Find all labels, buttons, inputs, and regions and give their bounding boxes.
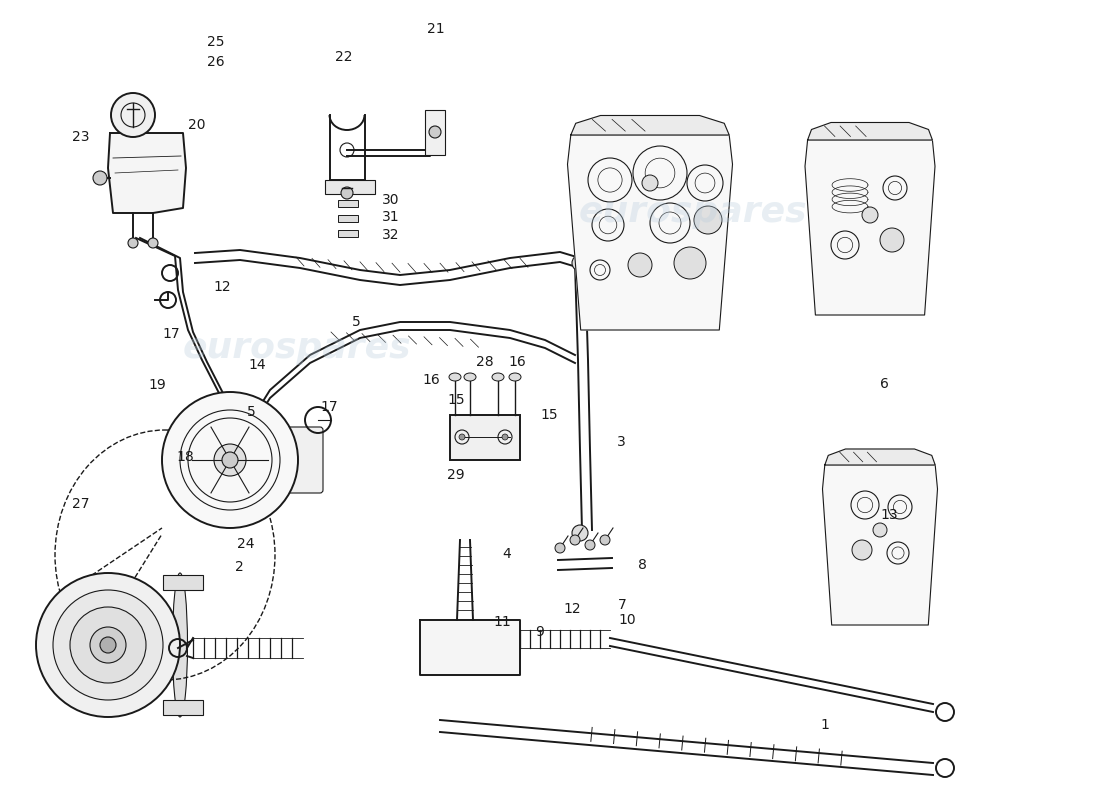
Circle shape (642, 175, 658, 191)
Text: 30: 30 (382, 193, 399, 207)
Text: 15: 15 (447, 393, 464, 407)
Text: 29: 29 (447, 468, 464, 482)
Polygon shape (420, 620, 520, 675)
Polygon shape (568, 135, 733, 330)
FancyBboxPatch shape (272, 427, 323, 493)
Circle shape (852, 540, 872, 560)
Circle shape (628, 253, 652, 277)
Ellipse shape (492, 373, 504, 381)
Circle shape (111, 93, 155, 137)
Circle shape (94, 171, 107, 185)
Text: 8: 8 (638, 558, 647, 572)
Bar (338, 230, 358, 237)
Text: 20: 20 (188, 118, 206, 132)
Circle shape (70, 607, 146, 683)
Text: 14: 14 (248, 358, 265, 372)
Bar (338, 215, 358, 222)
Text: 12: 12 (213, 280, 231, 294)
Text: 11: 11 (493, 615, 510, 629)
Ellipse shape (464, 373, 476, 381)
Circle shape (674, 247, 706, 279)
Text: 31: 31 (382, 210, 399, 224)
Text: 25: 25 (207, 35, 224, 49)
Bar (163, 575, 204, 590)
Text: 28: 28 (476, 355, 494, 369)
Text: 16: 16 (422, 373, 440, 387)
Text: 15: 15 (540, 408, 558, 422)
Circle shape (36, 573, 180, 717)
Polygon shape (825, 449, 935, 465)
Text: 17: 17 (162, 327, 179, 341)
Text: 17: 17 (320, 400, 338, 414)
Ellipse shape (509, 373, 521, 381)
Text: 26: 26 (207, 55, 224, 69)
Text: 27: 27 (72, 497, 89, 511)
Circle shape (862, 207, 878, 223)
Polygon shape (807, 122, 933, 140)
Circle shape (572, 255, 588, 271)
Polygon shape (571, 115, 729, 135)
Circle shape (694, 206, 722, 234)
Text: 10: 10 (618, 613, 636, 627)
Text: 23: 23 (72, 130, 89, 144)
Text: 21: 21 (427, 22, 444, 36)
Text: 32: 32 (382, 228, 399, 242)
Text: 4: 4 (502, 547, 510, 561)
Bar (338, 200, 358, 207)
Polygon shape (823, 465, 937, 625)
Circle shape (100, 637, 116, 653)
Text: 24: 24 (236, 537, 254, 551)
Circle shape (585, 540, 595, 550)
Text: 12: 12 (563, 602, 581, 616)
Circle shape (222, 452, 238, 468)
Bar (163, 700, 204, 715)
Bar (324, 180, 375, 194)
Circle shape (570, 535, 580, 545)
Circle shape (128, 238, 138, 248)
Circle shape (90, 627, 126, 663)
Circle shape (341, 187, 353, 199)
Ellipse shape (449, 373, 461, 381)
Polygon shape (805, 140, 935, 315)
Bar (450, 415, 520, 460)
Polygon shape (108, 133, 186, 213)
Text: 3: 3 (617, 435, 626, 449)
Text: 22: 22 (336, 50, 352, 64)
Text: 6: 6 (880, 377, 889, 391)
Circle shape (572, 525, 588, 541)
Text: 5: 5 (352, 315, 361, 329)
Circle shape (459, 434, 465, 440)
Circle shape (502, 434, 508, 440)
Text: 2: 2 (235, 560, 244, 574)
Text: 13: 13 (880, 508, 898, 522)
Circle shape (873, 523, 887, 537)
Text: 1: 1 (820, 718, 829, 732)
Circle shape (600, 535, 610, 545)
Text: eurospares: eurospares (183, 331, 411, 365)
Circle shape (880, 228, 904, 252)
Circle shape (148, 238, 158, 248)
Circle shape (214, 444, 246, 476)
Ellipse shape (173, 573, 187, 717)
Circle shape (162, 392, 298, 528)
Text: 19: 19 (148, 378, 166, 392)
Circle shape (429, 126, 441, 138)
Text: 16: 16 (508, 355, 526, 369)
Circle shape (556, 543, 565, 553)
Text: 7: 7 (618, 598, 627, 612)
Circle shape (53, 590, 163, 700)
Text: 5: 5 (248, 405, 255, 419)
Bar (425, 110, 446, 155)
Text: eurospares: eurospares (579, 195, 807, 229)
Text: 18: 18 (176, 450, 194, 464)
Text: 9: 9 (535, 625, 543, 639)
